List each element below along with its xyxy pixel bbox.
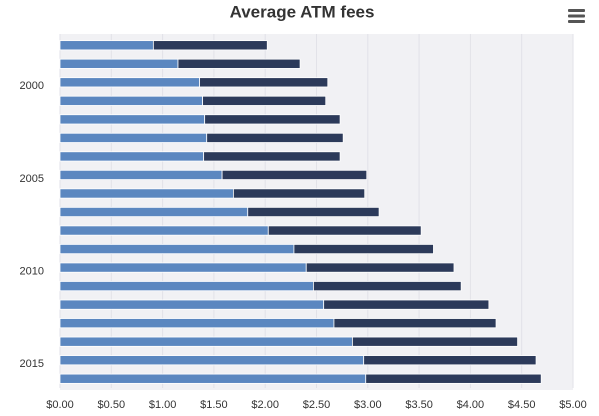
menu-bar (568, 20, 585, 23)
x-tick-label: $2.00 (251, 399, 279, 411)
bar-segment (313, 281, 462, 292)
x-tick-label: $3.00 (354, 399, 382, 411)
bar-segment (59, 262, 307, 273)
bar-segment (363, 355, 537, 366)
bar-segment (59, 188, 234, 199)
chart-title: Average ATM fees (230, 2, 375, 21)
bar-segment (59, 151, 205, 162)
bar-segment (293, 244, 434, 255)
x-tick-label: $2.50 (303, 399, 331, 411)
menu-bar (568, 14, 585, 18)
bar-segment (59, 77, 200, 88)
y-tick-label: 2000 (20, 80, 44, 92)
x-tick-label: $0.50 (98, 399, 126, 411)
x-tick-label: $4.50 (508, 399, 536, 411)
bar-segment (203, 151, 341, 162)
bar-segment (206, 132, 344, 143)
bar-segment (323, 299, 490, 310)
bar-segment (232, 188, 366, 199)
bar-segment (247, 206, 380, 218)
bar-segment (365, 373, 542, 384)
bar-segment (59, 40, 154, 51)
bar-segment (199, 77, 329, 88)
y-tick-label: 2005 (20, 173, 44, 185)
x-tick-label: $4.00 (457, 399, 485, 411)
bar-segment (59, 132, 208, 143)
bar-segment (202, 95, 327, 106)
bar-segment (267, 225, 422, 236)
bar-segment (59, 58, 179, 69)
bar-segment (59, 281, 314, 292)
bar-segment (59, 336, 353, 347)
bar-segment (59, 95, 204, 106)
x-tick-label: $1.50 (200, 399, 228, 411)
y-tick-label: 2015 (20, 358, 44, 370)
x-tick-label: $3.50 (405, 399, 433, 411)
x-tick-label: $5.00 (559, 399, 587, 411)
menu-button[interactable] (566, 6, 586, 26)
bar-segment (59, 206, 249, 218)
bar-segment (59, 373, 367, 384)
bar-segment (177, 58, 301, 69)
bar-segment (59, 114, 206, 125)
bar-segment (59, 355, 365, 366)
bar-segment (352, 336, 518, 347)
x-tick-label: $1.00 (149, 399, 177, 411)
bar-segment (59, 225, 269, 236)
bar-segment (305, 262, 455, 273)
bar-segment (59, 299, 325, 310)
x-tick-label: $0.00 (46, 399, 74, 411)
menu-bar (568, 9, 585, 12)
bar-segment (221, 169, 368, 180)
bar-segment (59, 318, 335, 329)
bar-segment (59, 169, 223, 180)
bar-segment (59, 244, 295, 255)
bar-segment (152, 40, 268, 51)
y-tick-label: 2010 (20, 265, 44, 277)
bar-segment (204, 114, 341, 125)
bar-segment (333, 318, 497, 329)
